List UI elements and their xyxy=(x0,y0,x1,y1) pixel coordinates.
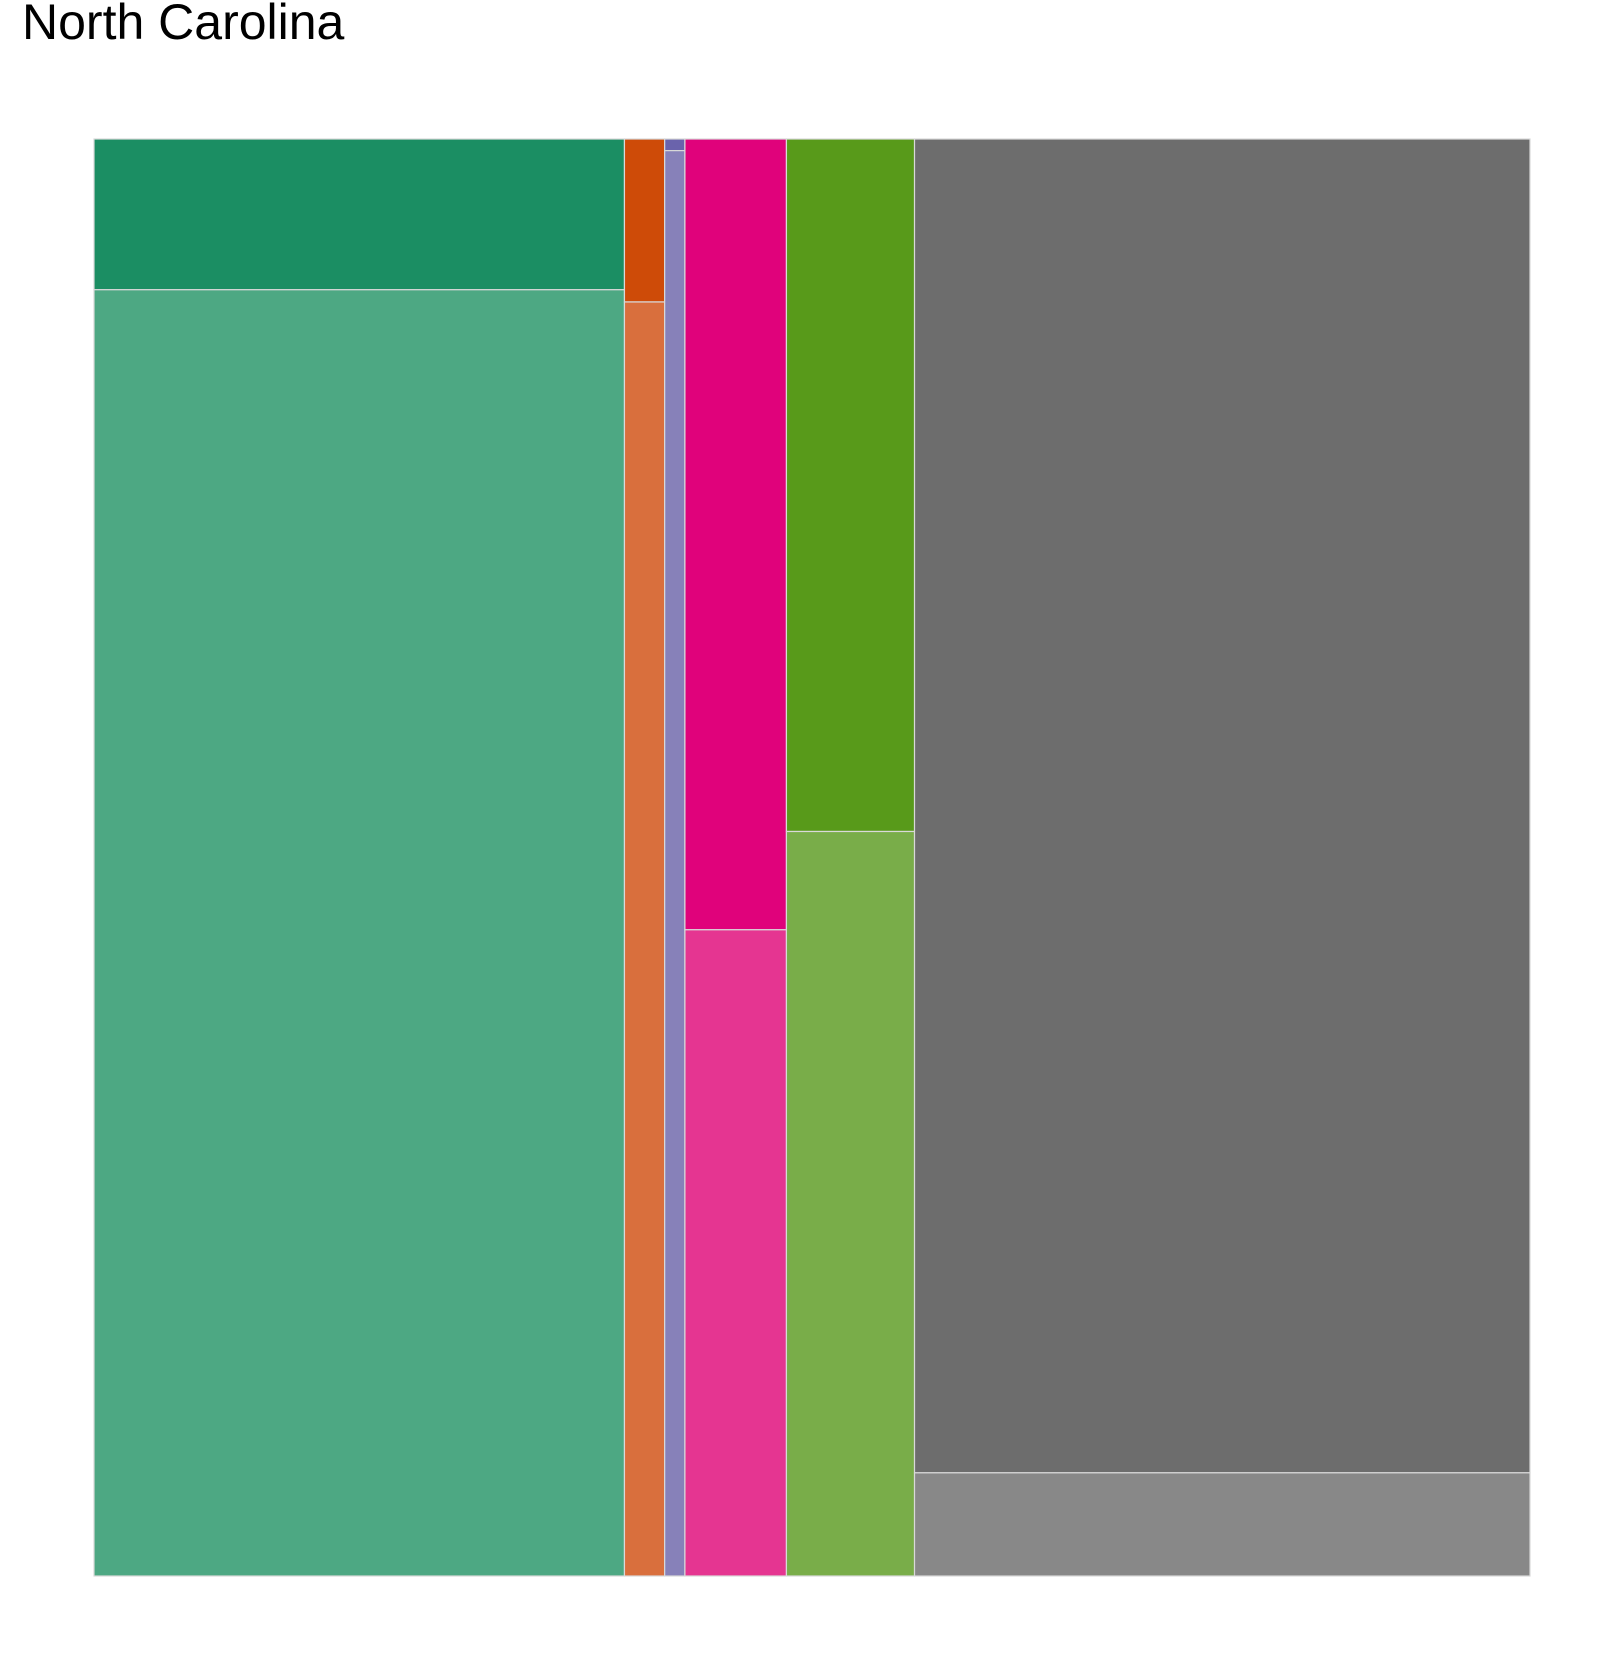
mosaic-tile-col4-seg1 xyxy=(684,138,788,931)
mosaic-tile-col1-seg1 xyxy=(93,138,626,291)
chart-title: North Carolina xyxy=(22,0,345,50)
mosaic-tile-col2-seg2 xyxy=(623,301,666,1577)
mosaic-tile-col3-seg1 xyxy=(664,138,686,152)
mosaic-tile-col1-seg2 xyxy=(93,289,626,1577)
mosaic-tile-col3-seg2 xyxy=(664,150,686,1577)
mosaic-tile-col6-seg2 xyxy=(913,1472,1531,1577)
mosaic-tile-col5-seg2 xyxy=(785,830,916,1577)
mosaic-tile-col4-seg2 xyxy=(684,929,788,1577)
mosaic-tile-col6-seg1 xyxy=(913,138,1531,1474)
mosaic-tile-col5-seg1 xyxy=(785,138,916,833)
mosaic-tile-col2-seg1 xyxy=(623,138,666,303)
